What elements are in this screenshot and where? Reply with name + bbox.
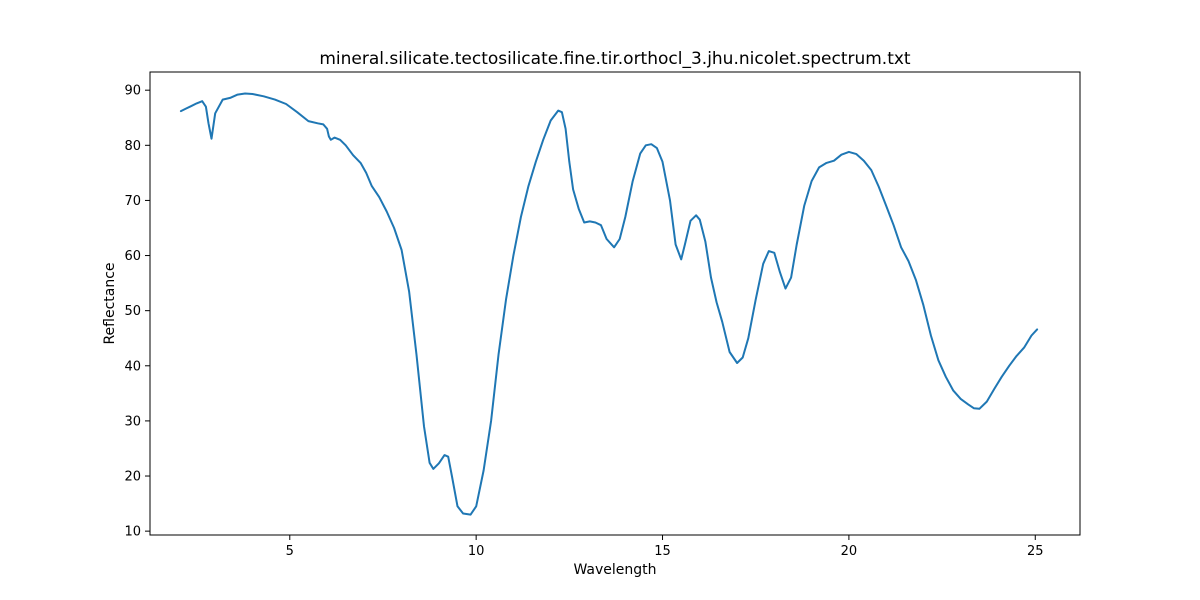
chart-title: mineral.silicate.tectosilicate.fine.tir.… (319, 49, 911, 69)
y-tick-label: 80 (124, 139, 141, 154)
y-tick-label: 90 (124, 84, 141, 99)
y-tick-label: 40 (124, 359, 141, 374)
plot-frame (149, 71, 1081, 536)
x-tick-label: 20 (841, 544, 858, 559)
y-tick-label: 70 (124, 194, 141, 209)
y-tick-label: 10 (124, 525, 141, 540)
x-tick-label: 10 (468, 544, 485, 559)
y-tick-label: 30 (124, 414, 141, 429)
y-tick-label: 60 (124, 249, 141, 264)
series-layer (179, 92, 1039, 516)
y-axis-label: Reflectance (102, 262, 118, 344)
plot-background (150, 72, 1080, 535)
x-axis: 5 10 15 20 25 (286, 535, 1044, 559)
spectrum-line (179, 92, 1039, 516)
x-tick-label: 5 (286, 544, 294, 559)
x-tick-label: 25 (1027, 544, 1044, 559)
y-axis: 10 20 30 40 50 60 70 80 90 (124, 84, 150, 540)
y-tick-label: 20 (124, 470, 141, 485)
y-tick-label: 50 (124, 304, 141, 319)
x-tick-label: 15 (654, 544, 671, 559)
x-axis-label: Wavelength (573, 562, 656, 578)
